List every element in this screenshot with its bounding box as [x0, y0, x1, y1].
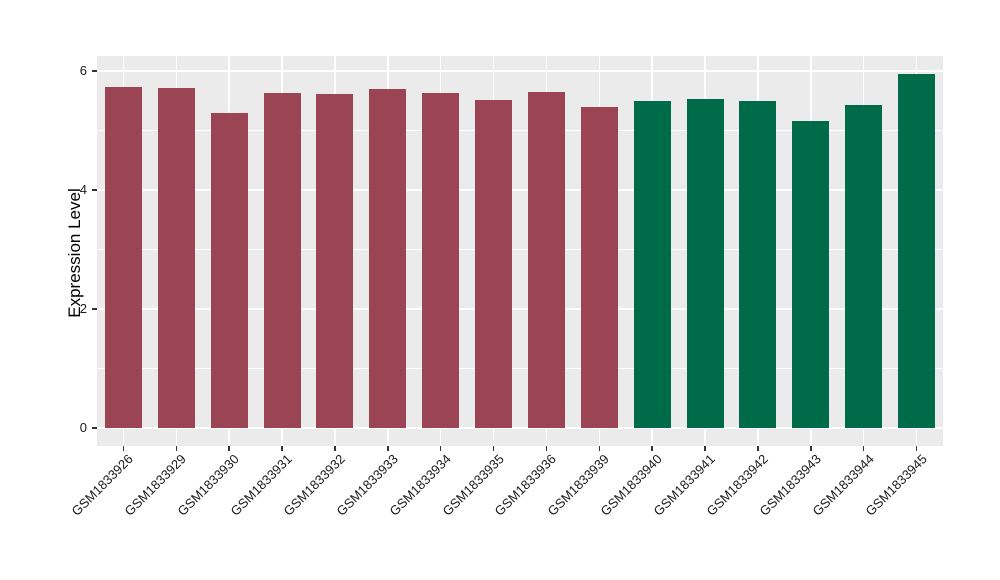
bar-GSM1833944	[845, 105, 883, 429]
x-tick-mark	[810, 446, 812, 451]
minor-gridline	[97, 368, 943, 370]
bar-GSM1833931	[263, 92, 301, 429]
bar-GSM1833935	[475, 100, 513, 429]
y-tick-mark	[92, 189, 97, 191]
x-tick-mark	[334, 446, 336, 451]
y-tick-label: 0	[79, 420, 87, 436]
bar-GSM1833945	[898, 73, 936, 429]
major-gridline	[97, 70, 943, 72]
bar-GSM1833940	[633, 101, 671, 429]
x-tick-mark	[704, 446, 706, 451]
y-tick-mark	[92, 427, 97, 429]
bar-GSM1833939	[580, 107, 618, 429]
major-gridline	[97, 189, 943, 191]
x-tick-mark	[387, 446, 389, 451]
y-tick-label: 2	[79, 301, 87, 317]
minor-gridline	[97, 129, 943, 131]
x-tick-mark	[757, 446, 759, 451]
x-tick-mark	[122, 446, 125, 451]
x-tick-mark	[492, 446, 495, 451]
plot-panel	[97, 56, 943, 446]
bar-GSM1833941	[686, 98, 724, 429]
y-tick-label: 6	[79, 62, 87, 78]
x-tick-mark	[651, 446, 653, 451]
x-tick-mark	[598, 446, 600, 451]
bar-GSM1833926	[104, 86, 142, 429]
x-tick-mark	[545, 446, 548, 451]
bar-GSM1833930	[210, 112, 248, 429]
x-tick-mark	[862, 446, 865, 451]
x-tick-mark	[439, 446, 442, 451]
bar-GSM1833932	[316, 93, 354, 429]
y-tick-mark	[92, 308, 97, 310]
x-tick-mark	[175, 446, 177, 451]
bar-GSM1833933	[369, 88, 407, 429]
x-tick-mark	[228, 446, 230, 451]
x-tick-mark	[915, 446, 918, 451]
y-tick-label: 4	[79, 181, 87, 197]
y-axis-title: Expression Level	[65, 188, 84, 318]
y-tick-mark	[92, 70, 97, 72]
bar-GSM1833929	[157, 88, 195, 429]
x-tick-mark	[281, 446, 283, 451]
bar-GSM1833942	[739, 101, 777, 429]
bar-GSM1833943	[792, 120, 830, 429]
major-gridline	[97, 427, 943, 429]
minor-gridline	[97, 249, 943, 250]
bar-GSM1833936	[527, 91, 565, 429]
major-gridline	[97, 308, 943, 310]
bar-GSM1833934	[422, 92, 460, 429]
